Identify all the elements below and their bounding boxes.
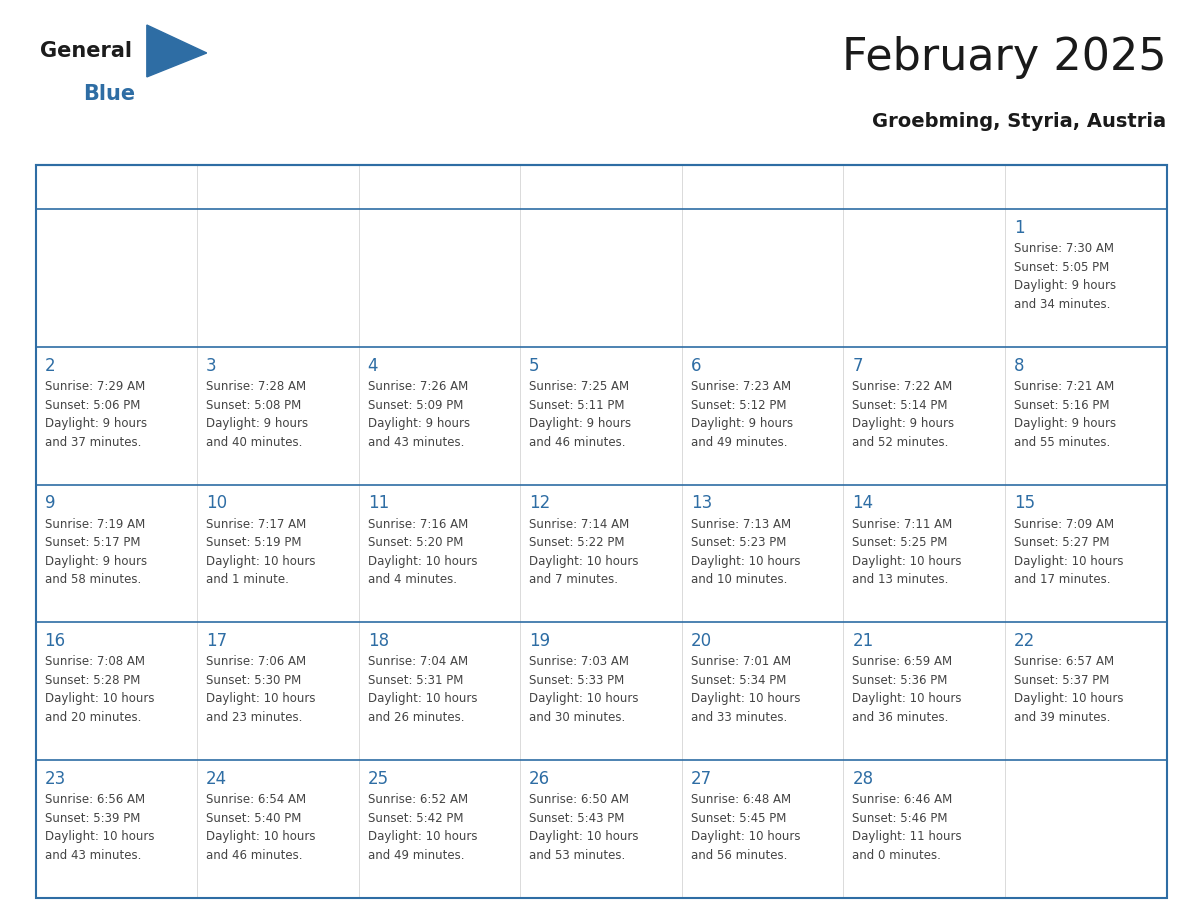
Text: Friday: Friday — [855, 180, 902, 195]
Text: Tuesday: Tuesday — [371, 180, 432, 195]
Text: Sunrise: 7:09 AM
Sunset: 5:27 PM
Daylight: 10 hours
and 17 minutes.: Sunrise: 7:09 AM Sunset: 5:27 PM Dayligh… — [1013, 518, 1124, 587]
Text: 24: 24 — [206, 769, 227, 788]
Text: Groebming, Styria, Austria: Groebming, Styria, Austria — [872, 112, 1167, 131]
Text: 16: 16 — [44, 632, 65, 650]
Text: Blue: Blue — [83, 84, 134, 104]
Text: Thursday: Thursday — [694, 180, 764, 195]
Text: Sunrise: 7:23 AM
Sunset: 5:12 PM
Daylight: 9 hours
and 49 minutes.: Sunrise: 7:23 AM Sunset: 5:12 PM Dayligh… — [690, 380, 792, 449]
Text: 13: 13 — [690, 494, 712, 512]
Text: 4: 4 — [367, 357, 378, 375]
Polygon shape — [147, 25, 207, 77]
Text: 18: 18 — [367, 632, 388, 650]
Text: 10: 10 — [206, 494, 227, 512]
Text: 7: 7 — [852, 357, 862, 375]
Text: 26: 26 — [529, 769, 550, 788]
Text: Sunrise: 7:19 AM
Sunset: 5:17 PM
Daylight: 9 hours
and 58 minutes.: Sunrise: 7:19 AM Sunset: 5:17 PM Dayligh… — [44, 518, 146, 587]
Text: 22: 22 — [1013, 632, 1035, 650]
Text: 11: 11 — [367, 494, 388, 512]
Text: Sunrise: 7:16 AM
Sunset: 5:20 PM
Daylight: 10 hours
and 4 minutes.: Sunrise: 7:16 AM Sunset: 5:20 PM Dayligh… — [367, 518, 478, 587]
Text: 5: 5 — [529, 357, 539, 375]
Text: Sunrise: 6:56 AM
Sunset: 5:39 PM
Daylight: 10 hours
and 43 minutes.: Sunrise: 6:56 AM Sunset: 5:39 PM Dayligh… — [44, 793, 154, 862]
Text: Sunrise: 7:13 AM
Sunset: 5:23 PM
Daylight: 10 hours
and 10 minutes.: Sunrise: 7:13 AM Sunset: 5:23 PM Dayligh… — [690, 518, 801, 587]
Text: Sunday: Sunday — [48, 180, 105, 195]
Text: Sunrise: 7:08 AM
Sunset: 5:28 PM
Daylight: 10 hours
and 20 minutes.: Sunrise: 7:08 AM Sunset: 5:28 PM Dayligh… — [44, 655, 154, 724]
Text: Wednesday: Wednesday — [532, 180, 620, 195]
Text: 9: 9 — [44, 494, 55, 512]
Text: 27: 27 — [690, 769, 712, 788]
Text: 2: 2 — [44, 357, 55, 375]
Text: 23: 23 — [44, 769, 65, 788]
Text: Monday: Monday — [209, 180, 268, 195]
Text: Sunrise: 7:30 AM
Sunset: 5:05 PM
Daylight: 9 hours
and 34 minutes.: Sunrise: 7:30 AM Sunset: 5:05 PM Dayligh… — [1013, 242, 1116, 311]
Text: Sunrise: 7:03 AM
Sunset: 5:33 PM
Daylight: 10 hours
and 30 minutes.: Sunrise: 7:03 AM Sunset: 5:33 PM Dayligh… — [529, 655, 639, 724]
Text: 3: 3 — [206, 357, 216, 375]
Text: Sunrise: 7:26 AM
Sunset: 5:09 PM
Daylight: 9 hours
and 43 minutes.: Sunrise: 7:26 AM Sunset: 5:09 PM Dayligh… — [367, 380, 469, 449]
Text: Sunrise: 6:48 AM
Sunset: 5:45 PM
Daylight: 10 hours
and 56 minutes.: Sunrise: 6:48 AM Sunset: 5:45 PM Dayligh… — [690, 793, 801, 862]
Text: Sunrise: 7:21 AM
Sunset: 5:16 PM
Daylight: 9 hours
and 55 minutes.: Sunrise: 7:21 AM Sunset: 5:16 PM Dayligh… — [1013, 380, 1116, 449]
Text: Sunrise: 7:25 AM
Sunset: 5:11 PM
Daylight: 9 hours
and 46 minutes.: Sunrise: 7:25 AM Sunset: 5:11 PM Dayligh… — [529, 380, 631, 449]
Text: 6: 6 — [690, 357, 701, 375]
Text: 28: 28 — [852, 769, 873, 788]
Text: Sunrise: 6:50 AM
Sunset: 5:43 PM
Daylight: 10 hours
and 53 minutes.: Sunrise: 6:50 AM Sunset: 5:43 PM Dayligh… — [529, 793, 639, 862]
Text: 12: 12 — [529, 494, 550, 512]
Text: 14: 14 — [852, 494, 873, 512]
Text: Sunrise: 7:17 AM
Sunset: 5:19 PM
Daylight: 10 hours
and 1 minute.: Sunrise: 7:17 AM Sunset: 5:19 PM Dayligh… — [206, 518, 316, 587]
Text: Saturday: Saturday — [1017, 180, 1086, 195]
Text: Sunrise: 7:14 AM
Sunset: 5:22 PM
Daylight: 10 hours
and 7 minutes.: Sunrise: 7:14 AM Sunset: 5:22 PM Dayligh… — [529, 518, 639, 587]
Text: 21: 21 — [852, 632, 873, 650]
Text: Sunrise: 7:06 AM
Sunset: 5:30 PM
Daylight: 10 hours
and 23 minutes.: Sunrise: 7:06 AM Sunset: 5:30 PM Dayligh… — [206, 655, 316, 724]
Text: 19: 19 — [529, 632, 550, 650]
Text: Sunrise: 6:46 AM
Sunset: 5:46 PM
Daylight: 11 hours
and 0 minutes.: Sunrise: 6:46 AM Sunset: 5:46 PM Dayligh… — [852, 793, 962, 862]
Text: Sunrise: 6:57 AM
Sunset: 5:37 PM
Daylight: 10 hours
and 39 minutes.: Sunrise: 6:57 AM Sunset: 5:37 PM Dayligh… — [1013, 655, 1124, 724]
Text: Sunrise: 6:59 AM
Sunset: 5:36 PM
Daylight: 10 hours
and 36 minutes.: Sunrise: 6:59 AM Sunset: 5:36 PM Dayligh… — [852, 655, 962, 724]
Text: General: General — [40, 41, 132, 61]
Text: Sunrise: 7:28 AM
Sunset: 5:08 PM
Daylight: 9 hours
and 40 minutes.: Sunrise: 7:28 AM Sunset: 5:08 PM Dayligh… — [206, 380, 308, 449]
Text: February 2025: February 2025 — [842, 37, 1167, 79]
Text: Sunrise: 6:52 AM
Sunset: 5:42 PM
Daylight: 10 hours
and 49 minutes.: Sunrise: 6:52 AM Sunset: 5:42 PM Dayligh… — [367, 793, 478, 862]
Text: Sunrise: 6:54 AM
Sunset: 5:40 PM
Daylight: 10 hours
and 46 minutes.: Sunrise: 6:54 AM Sunset: 5:40 PM Dayligh… — [206, 793, 316, 862]
Text: Sunrise: 7:04 AM
Sunset: 5:31 PM
Daylight: 10 hours
and 26 minutes.: Sunrise: 7:04 AM Sunset: 5:31 PM Dayligh… — [367, 655, 478, 724]
Text: 1: 1 — [1013, 219, 1024, 237]
Text: 20: 20 — [690, 632, 712, 650]
Text: 8: 8 — [1013, 357, 1024, 375]
Text: Sunrise: 7:22 AM
Sunset: 5:14 PM
Daylight: 9 hours
and 52 minutes.: Sunrise: 7:22 AM Sunset: 5:14 PM Dayligh… — [852, 380, 954, 449]
Text: Sunrise: 7:01 AM
Sunset: 5:34 PM
Daylight: 10 hours
and 33 minutes.: Sunrise: 7:01 AM Sunset: 5:34 PM Dayligh… — [690, 655, 801, 724]
Text: 15: 15 — [1013, 494, 1035, 512]
Text: Sunrise: 7:29 AM
Sunset: 5:06 PM
Daylight: 9 hours
and 37 minutes.: Sunrise: 7:29 AM Sunset: 5:06 PM Dayligh… — [44, 380, 146, 449]
Text: Sunrise: 7:11 AM
Sunset: 5:25 PM
Daylight: 10 hours
and 13 minutes.: Sunrise: 7:11 AM Sunset: 5:25 PM Dayligh… — [852, 518, 962, 587]
Text: 25: 25 — [367, 769, 388, 788]
Text: 17: 17 — [206, 632, 227, 650]
